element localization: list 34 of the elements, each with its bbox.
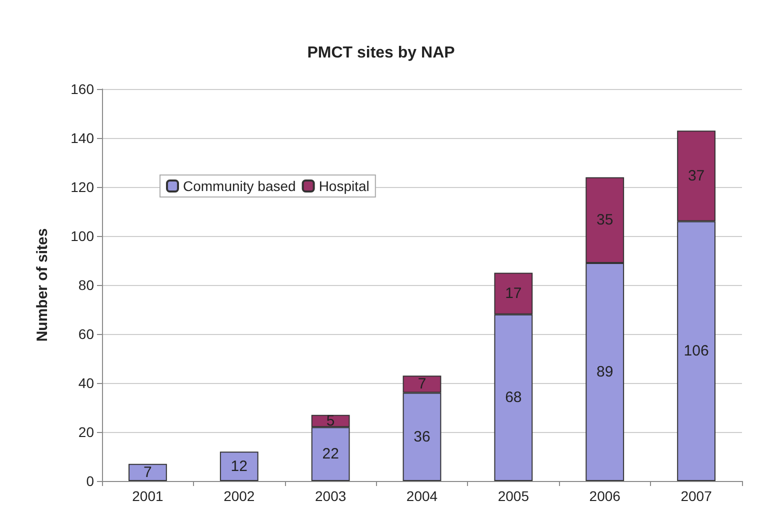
y-tick-label: 100 — [70, 228, 94, 244]
y-tick-label: 80 — [78, 277, 94, 293]
y-axis-title: Number of sites — [34, 228, 51, 342]
data-label: 22 — [322, 446, 339, 463]
y-tick-label: 20 — [78, 424, 94, 440]
data-label: 37 — [688, 167, 705, 184]
legend-label: Hospital — [318, 178, 370, 194]
x-tick-label: 2006 — [589, 488, 621, 504]
chart-title: PMCT sites by NAP — [307, 44, 456, 62]
data-label: 36 — [414, 428, 430, 446]
data-label: 12 — [230, 458, 248, 475]
data-label: 35 — [596, 212, 614, 229]
y-tick-label: 140 — [70, 130, 94, 146]
data-label: 7 — [418, 376, 426, 393]
data-label: 68 — [505, 389, 522, 406]
bar — [128, 464, 167, 481]
data-label: 5 — [326, 412, 335, 430]
data-label: 89 — [596, 363, 614, 380]
x-tick-label: 2007 — [680, 488, 712, 504]
x-tick-label: 2001 — [132, 488, 164, 504]
y-tick-label: 160 — [70, 81, 94, 97]
y-tick-label: 120 — [70, 179, 94, 195]
data-label: 106 — [684, 342, 709, 360]
y-tick-label: 40 — [78, 375, 94, 391]
y-tick-label: 0 — [86, 473, 94, 489]
x-tick-label: 2005 — [498, 488, 530, 504]
data-label: 17 — [505, 285, 522, 302]
x-tick-label: 2002 — [224, 488, 255, 504]
y-tick-label: 60 — [78, 326, 94, 342]
x-tick-label: 2004 — [406, 488, 438, 504]
legend-label: Community based — [183, 178, 296, 194]
x-tick-label: 2003 — [314, 488, 346, 504]
data-label: 7 — [144, 464, 152, 481]
bar — [220, 452, 258, 481]
